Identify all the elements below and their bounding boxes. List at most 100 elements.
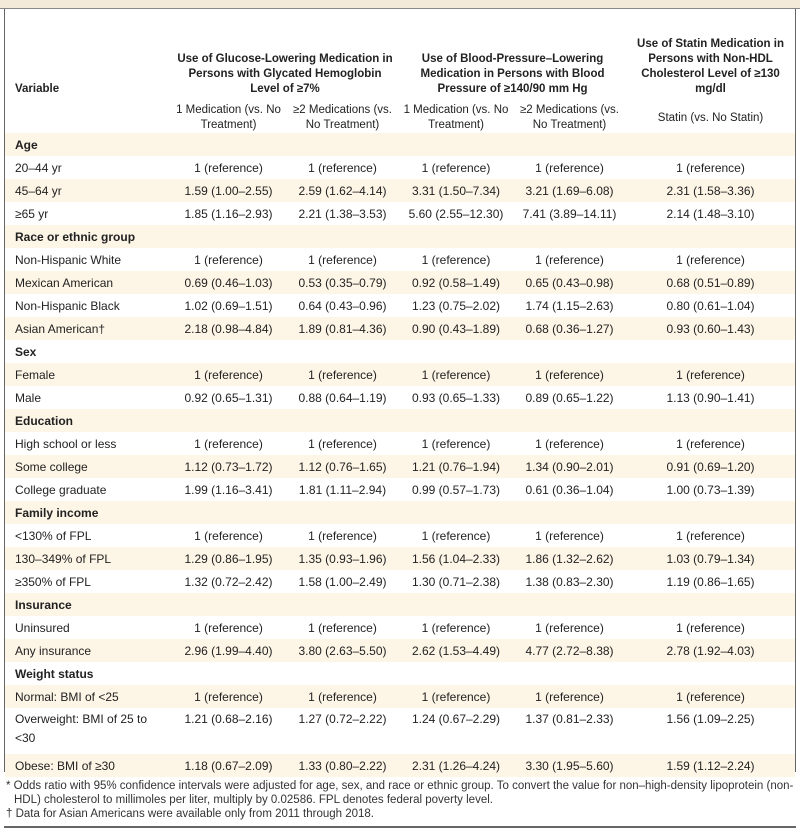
odds-ratio-cell: 1.23 (0.75–2.02) [411, 298, 501, 313]
odds-ratio-cell: 1 (reference) [286, 363, 399, 386]
odds-ratio-cell: 1 (reference) [535, 436, 604, 451]
odds-ratio-cell: 1 (reference) [421, 160, 491, 175]
odds-ratio-cell: 1.99 (1.16–3.41) [184, 482, 273, 497]
table-row: ≥65 yr 1.85 (1.16–2.93) 2.21 (1.38–3.53) 5.… [5, 202, 795, 225]
table-row: Asian American† 2.18 (0.98–4.84) 1.89 (0.8… [5, 317, 796, 340]
odds-ratio-cell: 1.00 (0.73–1.39) [666, 482, 755, 497]
odds-ratio-cell: 1 (reference) [676, 620, 745, 635]
odds-ratio-cell: 0.93 (0.65–1.33) [411, 390, 501, 405]
row-label: 45–64 yr [5, 179, 171, 202]
odds-ratio-cell: 1.02 (0.69–1.51) [184, 298, 273, 313]
row-label: Asian American† [5, 317, 171, 340]
odds-ratio-cell: 1.86 (1.32–2.62) [513, 547, 627, 570]
odds-ratio-cell: 1 (reference) [308, 528, 377, 543]
group-label: Sex [15, 344, 37, 359]
odds-ratio-cell: 1 (reference) [535, 528, 604, 543]
odds-ratio-cell: 1 (reference) [421, 252, 491, 267]
odds-ratio-cell: 1 (reference) [194, 160, 263, 175]
group-label: Education [5, 409, 796, 432]
sub-header: ≥2 Medications (vs. No Treatment) [520, 104, 619, 131]
table-row: Normal: BMI of <25 1 (reference) 1 (refere… [5, 685, 796, 708]
odds-ratio-cell: 7.41 (3.89–14.11) [522, 206, 617, 221]
row-label: Normal: BMI of <25 [5, 685, 171, 708]
odds-ratio-cell: 1.21 (0.68–2.16) [184, 712, 273, 726]
footnotes: * Odds ratio with 95% confidence interva… [6, 779, 796, 821]
odds-ratio-cell: 2.59 (1.62–4.14) [286, 179, 399, 202]
row-label: 20–44 yr [15, 160, 62, 175]
sub-header: 1 Medication (vs. No Treatment) [403, 104, 509, 131]
odds-ratio-cell: 1.85 (1.16–2.93) [184, 206, 273, 221]
odds-ratio-cell: 0.69 (0.46–1.03) [171, 271, 286, 294]
odds-ratio-cell: 0.91 (0.69–1.20) [626, 455, 796, 478]
odds-ratio-cell: 1 (reference) [194, 252, 263, 267]
row-label: Some college [5, 455, 171, 478]
row-label: 130–349% of FPL [5, 547, 171, 570]
odds-ratio-cell: 1.12 (0.73–1.72) [171, 455, 286, 478]
sub-header: 1 Medication (vs. No Treatment) [176, 104, 281, 131]
table-row: 45–64 yr 1.59 (1.00–2.55) 2.59 (1.62–4.14)… [5, 179, 796, 202]
table-row: Some college 1.12 (0.73–1.72) 1.12 (0.76–1… [5, 455, 796, 478]
group-row: Education [5, 409, 796, 432]
odds-ratio-cell: 1.29 (0.86–1.95) [171, 547, 286, 570]
table-title-band [0, 0, 800, 9]
table-row: 130–349% of FPL 1.29 (0.86–1.95) 1.35 (0.9… [5, 547, 796, 570]
odds-ratio-cell: 5.60 (2.55–12.30) [408, 206, 504, 221]
row-label: ≥350% of FPL [15, 574, 91, 589]
odds-ratio-cell: 1.03 (0.79–1.34) [626, 547, 796, 570]
odds-ratio-cell: 1 (reference) [535, 620, 604, 635]
odds-ratio-cell: 1 (reference) [194, 436, 263, 451]
variable-header: Variable [15, 83, 60, 95]
odds-ratio-cell: 1.27 (0.72–2.22) [298, 712, 387, 726]
group-row: Family income [5, 501, 796, 524]
odds-ratio-cell: 2.31 (1.58–3.36) [626, 179, 796, 202]
odds-ratio-cell: 1.30 (0.71–2.38) [411, 574, 501, 589]
odds-ratio-cell: 3.21 (1.69–6.08) [513, 179, 627, 202]
odds-ratio-cell: 1.19 (0.86–1.65) [666, 574, 755, 589]
odds-ratio-cell: 0.99 (0.57–1.73) [411, 482, 501, 497]
table-row: High school or less 1 (reference) 1 (refer… [5, 432, 795, 455]
odds-ratio-cell: 2.14 (1.48–3.10) [666, 206, 755, 221]
statin-group-header: Use of Statin Medication in Persons with… [637, 38, 784, 95]
row-label: <130% of FPL [15, 528, 92, 543]
group-row: Age [5, 133, 796, 156]
odds-ratio-cell: 1 (reference) [513, 685, 627, 708]
table-row: Obese: BMI of ≥30 1.18 (0.67–2.09) 1.33 (0… [5, 754, 796, 777]
table-row: Male 0.92 (0.65–1.31) 0.88 (0.64–1.19) 0.93… [5, 386, 795, 409]
sub-header: Statin (vs. No Statin) [657, 111, 764, 124]
odds-ratio-cell: 1.56 (1.04–2.33) [399, 547, 513, 570]
odds-ratio-cell: 0.92 (0.58–1.49) [399, 271, 513, 294]
group-row: Race or ethnic group [5, 225, 796, 248]
odds-ratio-cell: 1.81 (1.11–2.94) [298, 482, 387, 497]
odds-ratio-cell: 3.80 (2.63–5.50) [286, 639, 399, 662]
odds-ratio-cell: 1 (reference) [676, 436, 745, 451]
table-row: Overweight: BMI of 25 to <30 1.21 (0.68–2… [5, 708, 795, 754]
odds-ratio-cell: 1 (reference) [308, 252, 377, 267]
odds-ratio-cell: 1.33 (0.80–2.22) [286, 754, 399, 777]
group-label: Race or ethnic group [5, 225, 796, 248]
row-label: Any insurance [5, 639, 171, 662]
odds-ratio-cell: 0.88 (0.64–1.19) [298, 390, 387, 405]
odds-ratio-cell: 1 (reference) [308, 160, 377, 175]
odds-ratio-cell: 0.68 (0.51–0.89) [626, 271, 796, 294]
table-row: ≥350% of FPL 1.32 (0.72–2.42) 1.58 (1.00–2… [5, 570, 795, 593]
row-label: Mexican American [5, 271, 171, 294]
odds-ratio-cell: 1.74 (1.15–2.63) [525, 298, 614, 313]
group-row: Sex [5, 340, 795, 363]
bp-group-header: Use of Blood-Pressure–Lowering Medicatio… [420, 53, 605, 95]
odds-ratio-cell: 1 (reference) [308, 436, 377, 451]
odds-ratio-cell: 1 (reference) [626, 685, 796, 708]
row-label: ≥65 yr [15, 206, 49, 221]
row-label: College graduate [15, 482, 107, 497]
row-label: Overweight: BMI of 25 to <30 [15, 712, 148, 745]
odds-ratio-cell: 1.35 (0.93–1.96) [286, 547, 399, 570]
table-row: <130% of FPL 1 (reference) 1 (reference) 1 … [5, 524, 795, 547]
odds-ratio-cell: 1.21 (0.76–1.94) [399, 455, 513, 478]
glucose-group-header: Use of Glucose-Lowering Medication in Pe… [177, 53, 393, 95]
odds-ratio-cell: 1 (reference) [171, 363, 286, 386]
bottom-rule [4, 826, 796, 828]
table-row: 20–44 yr 1 (reference) 1 (reference) 1 (ref… [5, 156, 795, 179]
odds-ratio-cell: 1.58 (1.00–2.49) [298, 574, 387, 589]
odds-ratio-cell: 1.13 (0.90–1.41) [666, 390, 755, 405]
odds-ratio-cell: 1 (reference) [421, 620, 491, 635]
row-label: Non-Hispanic White [15, 252, 122, 267]
